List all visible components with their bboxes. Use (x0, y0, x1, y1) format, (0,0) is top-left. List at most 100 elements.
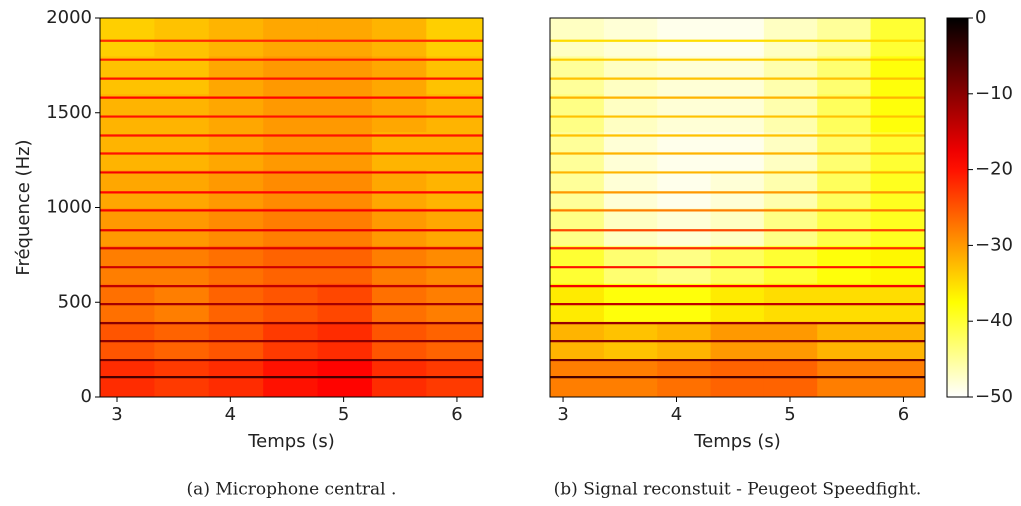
heat-cell (710, 245, 765, 284)
heat-cell (426, 18, 484, 57)
heat-cell (371, 55, 427, 95)
heat-cell (817, 207, 872, 246)
heat-cell (426, 93, 484, 133)
colorbar-tick-label: −30 (975, 234, 1013, 255)
heat-cell (603, 207, 658, 246)
heat-cell (154, 169, 210, 208)
heat-cell (550, 131, 605, 171)
heat-cell (870, 55, 926, 95)
heat-cell (371, 359, 427, 398)
heat-cell (710, 169, 765, 208)
heat-cell (100, 283, 155, 322)
heat-cell (208, 93, 264, 133)
heat-cell (263, 169, 319, 208)
heat-cell (763, 207, 818, 246)
heat-cell (371, 93, 427, 133)
heat-cell (317, 245, 373, 284)
heat-cell (763, 245, 818, 284)
heat-cell (317, 283, 373, 322)
heat-cell (208, 131, 264, 171)
heat-cell (263, 207, 319, 246)
heat-cell (817, 169, 872, 208)
heat-cell (870, 93, 926, 133)
heat-cell (550, 207, 605, 246)
heat-cell (657, 283, 712, 322)
heat-cell (603, 283, 658, 322)
heat-cell (817, 359, 872, 398)
heat-cell (657, 169, 712, 208)
heat-cell (550, 245, 605, 284)
heat-cell (208, 55, 264, 95)
y-tick-label: 0 (81, 386, 92, 407)
heat-cell (817, 283, 872, 322)
heat-cell (710, 18, 765, 57)
x-tick-label: 6 (898, 404, 909, 425)
heat-cell (550, 55, 605, 95)
x-tick-label: 4 (225, 404, 236, 425)
heat-cell (657, 207, 712, 246)
heat-cell (603, 55, 658, 95)
heat-cell (870, 283, 926, 322)
y-tick-label: 1000 (46, 197, 92, 218)
heat-cell (426, 283, 484, 322)
heat-cell (317, 359, 373, 398)
heat-cell (550, 169, 605, 208)
heat-cell (603, 93, 658, 133)
heat-cell (208, 169, 264, 208)
heat-cell (763, 18, 818, 57)
heat-cell (100, 207, 155, 246)
heat-cell (100, 131, 155, 171)
x-axis-label: Temps (s) (693, 431, 781, 452)
heat-cell (208, 207, 264, 246)
heat-cell (426, 207, 484, 246)
y-tick-label: 1500 (46, 102, 92, 123)
plot-area (100, 18, 484, 398)
heat-cell (550, 359, 605, 398)
heat-cell (763, 169, 818, 208)
heat-cell (550, 18, 605, 57)
heat-cell (371, 245, 427, 284)
colorbar-tick-label: −20 (975, 159, 1013, 180)
heat-cell (154, 55, 210, 95)
heat-cell (317, 207, 373, 246)
heat-cell (817, 55, 872, 95)
heat-cell (817, 131, 872, 171)
heat-cell (154, 283, 210, 322)
heat-cell (371, 169, 427, 208)
x-tick-label: 5 (784, 404, 795, 425)
heat-cell (154, 359, 210, 398)
heat-cell (763, 359, 818, 398)
plot-frame (549, 17, 926, 398)
heat-cell (550, 283, 605, 322)
heat-cell (154, 131, 210, 171)
x-tick-label: 5 (338, 404, 349, 425)
heat-cell (263, 359, 319, 398)
heat-cell (371, 18, 427, 57)
x-tick-label: 6 (451, 404, 462, 425)
heat-cell (426, 55, 484, 95)
heat-cell (317, 55, 373, 95)
heat-cell (317, 131, 373, 171)
heat-cell (763, 131, 818, 171)
colorbar-tick-label: −50 (975, 386, 1013, 407)
caption: (a) Microphone central . (187, 480, 397, 500)
heat-cell (763, 93, 818, 133)
heat-cell (870, 245, 926, 284)
heat-cell (154, 93, 210, 133)
heat-cell (550, 93, 605, 133)
heat-cell (870, 169, 926, 208)
heat-cell (154, 18, 210, 57)
heat-cell (603, 18, 658, 57)
heat-cell (657, 93, 712, 133)
heat-cell (710, 283, 765, 322)
heat-cell (603, 359, 658, 398)
heat-cell (763, 283, 818, 322)
heat-cell (371, 283, 427, 322)
heat-cell (100, 245, 155, 284)
heat-cell (817, 93, 872, 133)
heat-cell (263, 55, 319, 95)
heat-cell (317, 18, 373, 57)
y-axis-label: Fréquence (Hz) (13, 139, 34, 275)
heat-cell (208, 245, 264, 284)
